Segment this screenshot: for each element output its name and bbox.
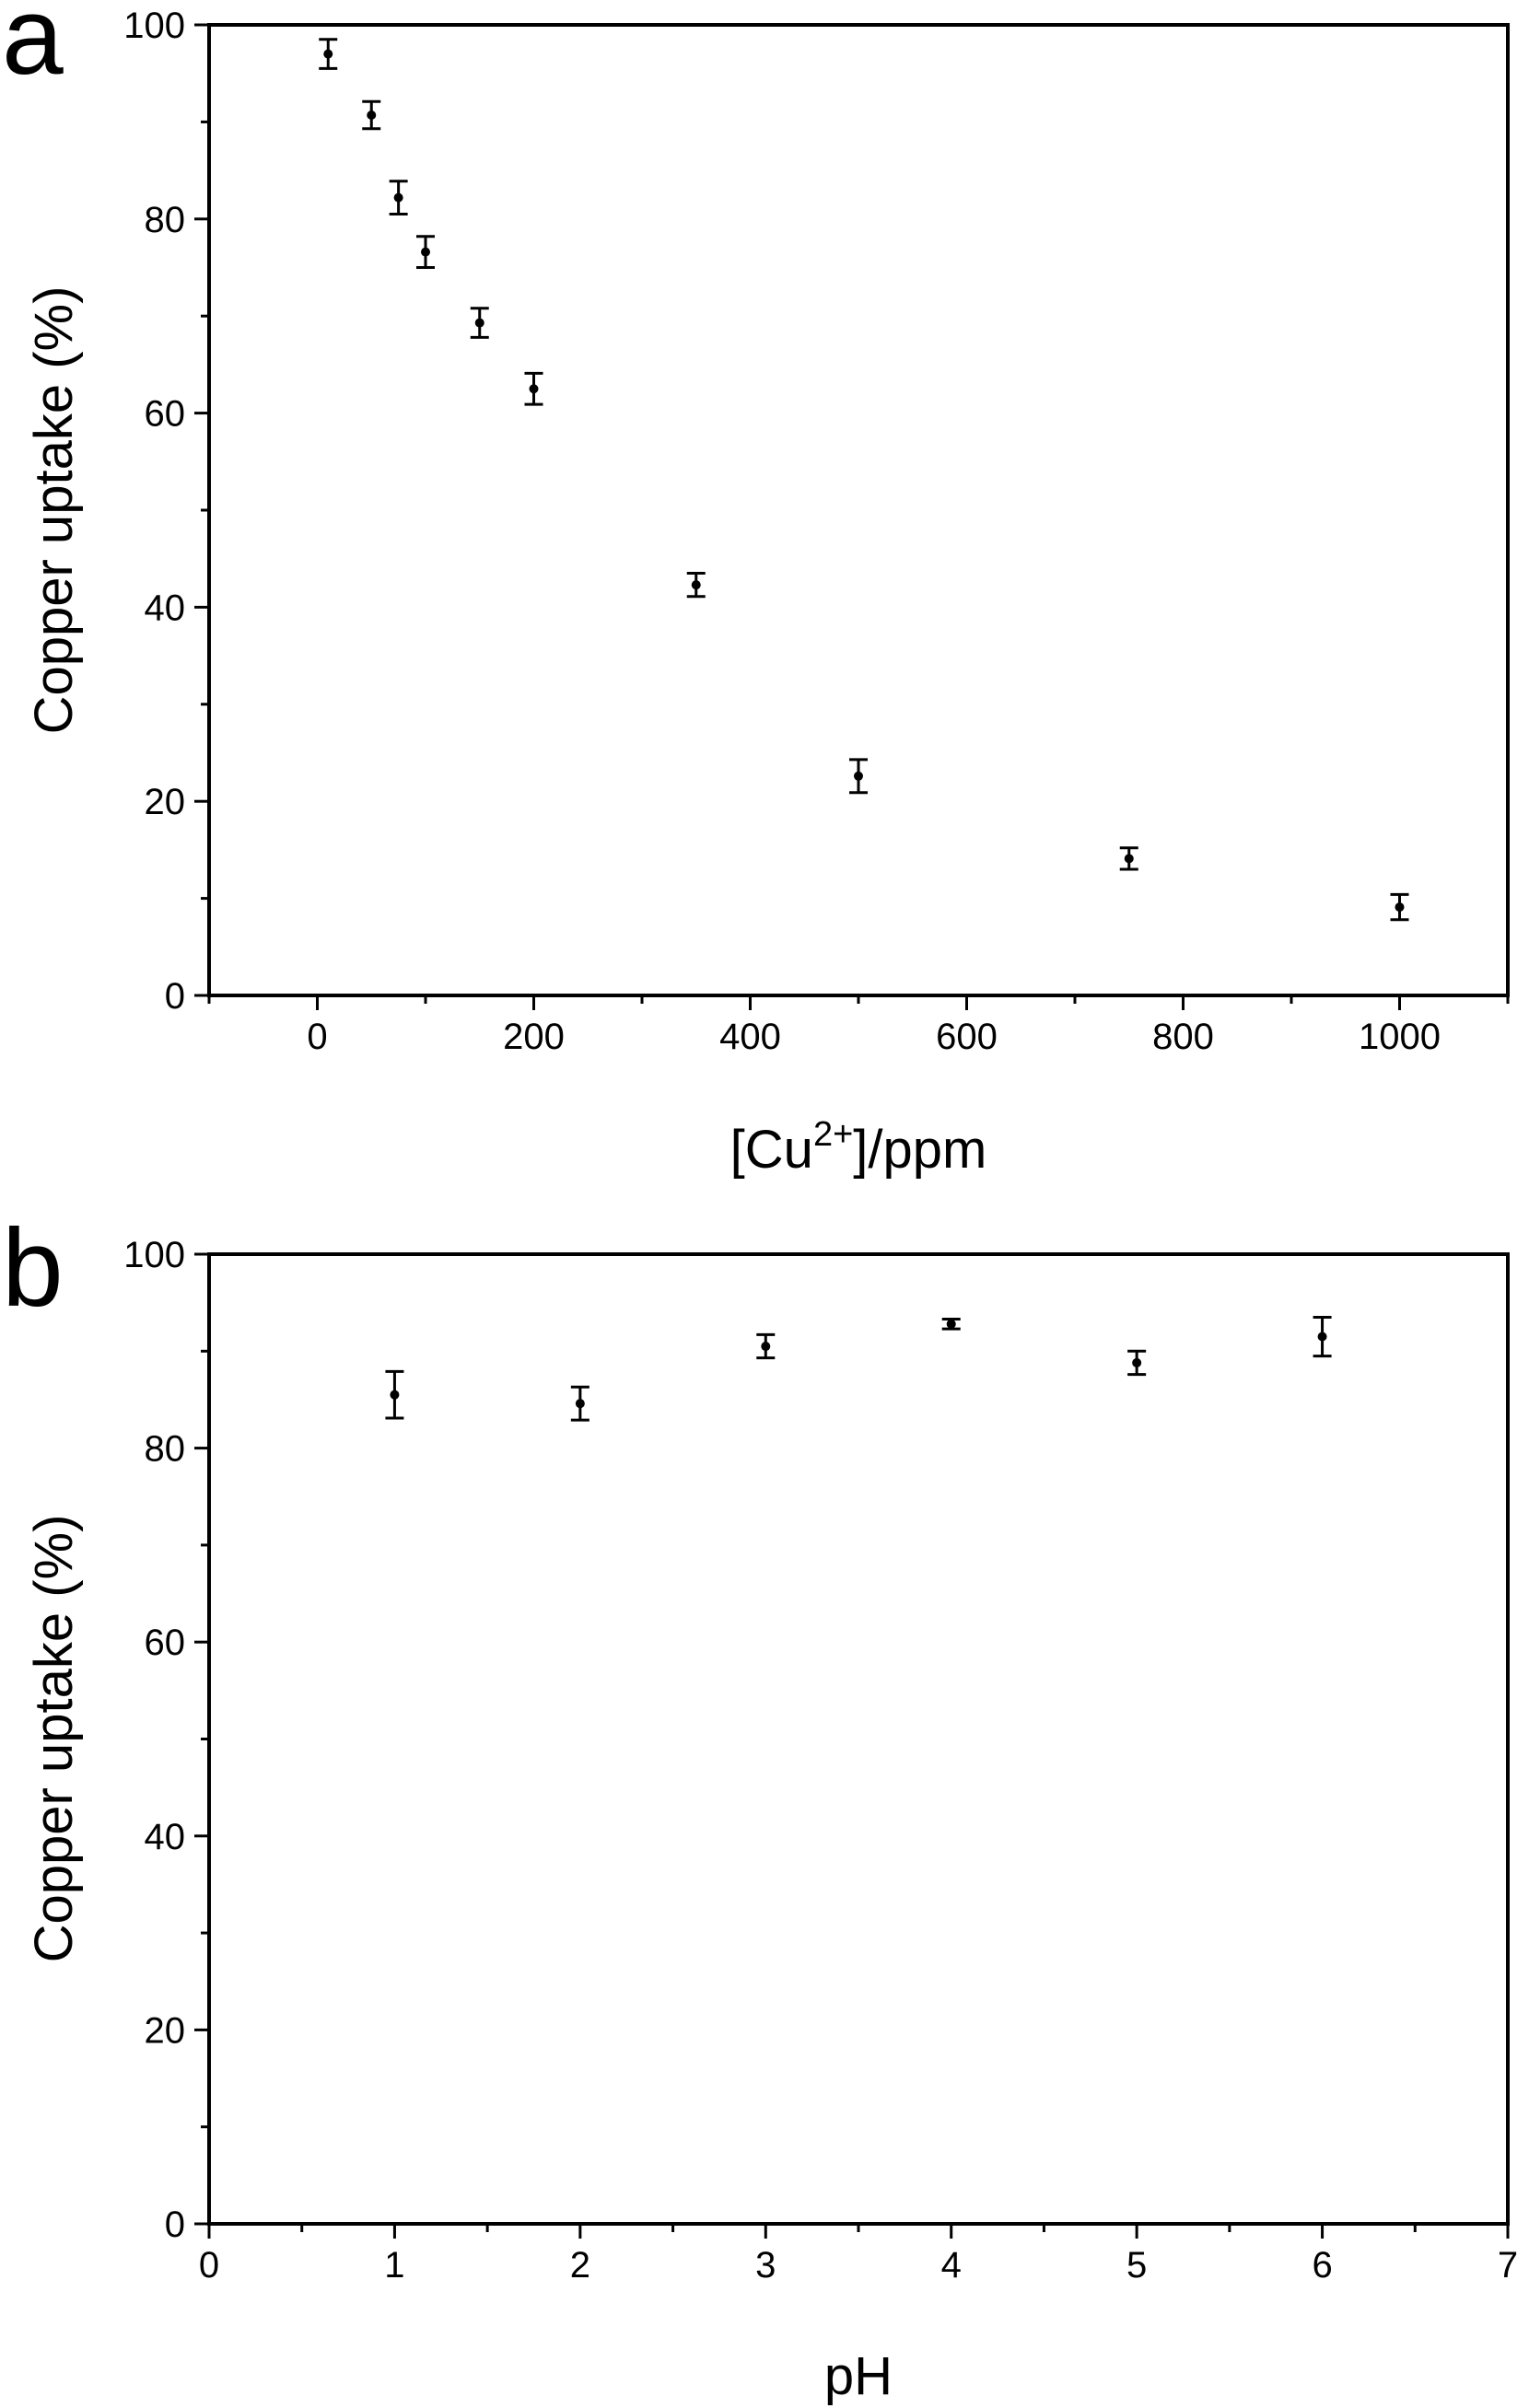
panel-b: b 0 1 2 3 4 5 6 7 0 20 40 60 80 100 pH Copper uptake … xyxy=(2,1206,1518,2406)
x-tick-label-a: 200 xyxy=(503,1017,565,1057)
data-point-a xyxy=(323,49,333,59)
y-tick-label-b: 100 xyxy=(123,1235,185,1275)
data-point-a xyxy=(1395,902,1405,913)
y-tick-label-b: 20 xyxy=(145,2010,186,2051)
x-tick-label-b: 6 xyxy=(1312,2245,1332,2286)
y-tick-label-b: 40 xyxy=(145,1817,186,1857)
tick-labels-b: 0 1 2 3 4 5 6 7 0 20 40 60 80 100 xyxy=(123,1235,1518,2286)
x-tick-label-b: 0 xyxy=(199,2245,219,2286)
x-tick-label-b: 2 xyxy=(570,2245,590,2286)
data-point-a xyxy=(367,111,377,121)
data-point-a xyxy=(691,580,701,590)
y-axis-label-b: Copper uptake (%) xyxy=(24,1515,84,1963)
data-point-b xyxy=(1132,1357,1142,1367)
x-tick-label-a: 800 xyxy=(1152,1017,1214,1057)
x-tick-label-b: 3 xyxy=(755,2245,776,2286)
data-point-a xyxy=(529,384,539,394)
x-tick-label-a: 600 xyxy=(936,1017,998,1057)
data-point-b xyxy=(390,1390,400,1400)
y-tick-label-a: 40 xyxy=(145,587,186,628)
x-axis-label-a: [Cu2+]/ppm xyxy=(730,1115,987,1180)
data-points-a xyxy=(319,38,1409,922)
data-point-a xyxy=(854,771,863,781)
y-tick-label-a: 100 xyxy=(123,6,185,46)
data-point-a xyxy=(1124,854,1134,864)
tick-labels-a: 0 200 400 600 800 1000 0 20 40 60 80 100 xyxy=(123,6,1441,1057)
x-tick-label-a: 0 xyxy=(307,1017,327,1057)
data-points-b xyxy=(385,1315,1332,1422)
panel-letter-a: a xyxy=(2,0,64,98)
x-tick-label-b: 1 xyxy=(384,2245,404,2286)
plot-frame-b xyxy=(207,1252,1510,2226)
data-point-b xyxy=(1317,1332,1327,1342)
x-tick-label-b: 4 xyxy=(941,2245,962,2286)
data-point-b xyxy=(761,1342,771,1352)
y-tick-label-b: 60 xyxy=(145,1623,186,1663)
data-point-a xyxy=(474,318,484,328)
data-point-a xyxy=(421,247,430,257)
tick-marks-b xyxy=(194,1252,1510,2239)
x-tick-label-b: 5 xyxy=(1126,2245,1147,2286)
y-axis-label-a: Copper uptake (%) xyxy=(24,286,84,735)
tick-marks-a xyxy=(194,23,1510,1010)
y-tick-label-a: 0 xyxy=(165,976,185,1017)
y-tick-label-a: 60 xyxy=(145,394,186,435)
data-point-a xyxy=(393,192,403,203)
y-tick-label-a: 80 xyxy=(145,200,186,240)
y-tick-label-b: 80 xyxy=(145,1429,186,1470)
x-tick-label-b: 7 xyxy=(1498,2245,1518,2286)
plot-frame-a xyxy=(207,23,1510,997)
data-point-b xyxy=(946,1319,956,1329)
x-axis-label-b: pH xyxy=(824,2346,893,2406)
y-tick-label-a: 20 xyxy=(145,782,186,822)
data-point-b xyxy=(575,1399,585,1409)
y-tick-label-b: 0 xyxy=(165,2204,185,2245)
panel-a: a 0 200 400 600 800 1000 0 20 40 60 80 100 [Cu2+]/p… xyxy=(2,0,1510,1180)
panel-letter-b: b xyxy=(2,1206,64,1330)
x-tick-label-a: 400 xyxy=(719,1017,781,1057)
x-tick-label-a: 1000 xyxy=(1359,1017,1441,1057)
